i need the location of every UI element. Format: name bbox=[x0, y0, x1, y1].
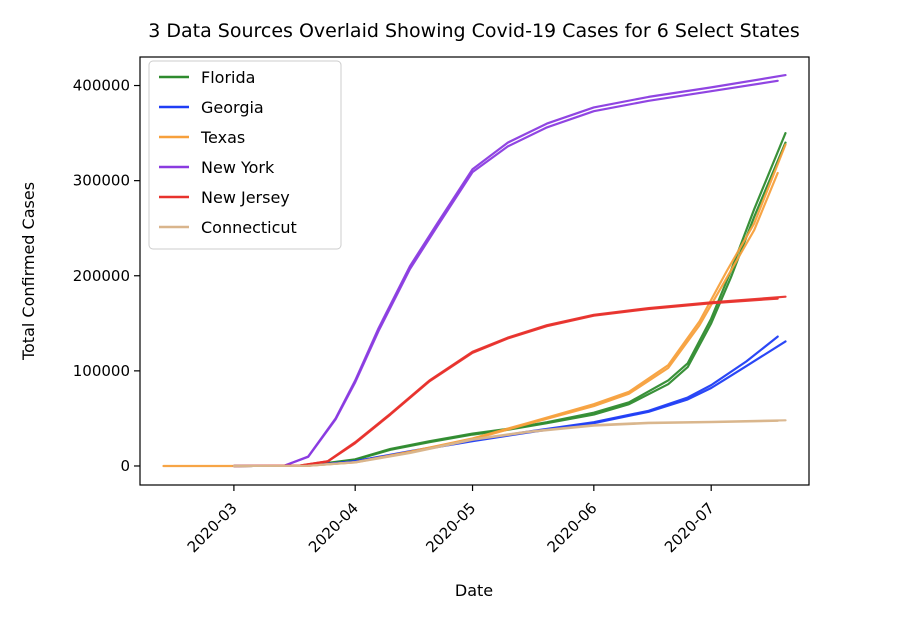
legend-label: Texas bbox=[200, 128, 245, 147]
y-tick-label: 200000 bbox=[73, 267, 130, 285]
x-tick-label: 2020-03 bbox=[184, 499, 241, 556]
y-axis-label: Total Confirmed Cases bbox=[19, 182, 38, 361]
y-tick-label: 400000 bbox=[73, 77, 130, 95]
y-axis: 0 100000 200000 300000 400000 bbox=[73, 77, 140, 475]
legend-box bbox=[148, 60, 342, 250]
y-tick-label: 0 bbox=[120, 457, 130, 475]
x-axis: 2020-03 2020-04 2020-05 2020-06 2020-07 bbox=[184, 485, 718, 556]
legend-label: Florida bbox=[201, 68, 255, 87]
series-line-new-york-2 bbox=[232, 79, 779, 468]
x-tick-label: 2020-07 bbox=[661, 499, 718, 556]
legend-label: New Jersey bbox=[201, 188, 290, 207]
x-tick-label: 2020-06 bbox=[544, 499, 601, 556]
series-lines bbox=[162, 74, 787, 468]
x-axis-label: Date bbox=[455, 581, 493, 600]
legend-label: Connecticut bbox=[201, 218, 297, 237]
x-tick-label: 2020-05 bbox=[422, 499, 479, 556]
legend-label: New York bbox=[201, 158, 275, 177]
series-line-florida-2 bbox=[232, 141, 787, 468]
series-line-connecticut-2 bbox=[232, 419, 779, 468]
legend-label: Georgia bbox=[201, 98, 264, 117]
x-tick-label: 2020-04 bbox=[305, 499, 362, 556]
series-line-new-jersey-2 bbox=[232, 297, 779, 468]
y-tick-label: 100000 bbox=[73, 362, 130, 380]
y-tick-label: 300000 bbox=[73, 172, 130, 190]
legend: Florida Georgia Texas New York New Jersey Con… bbox=[148, 60, 342, 250]
chart-title: 3 Data Sources Overlaid Showing Covid-19… bbox=[148, 20, 800, 42]
